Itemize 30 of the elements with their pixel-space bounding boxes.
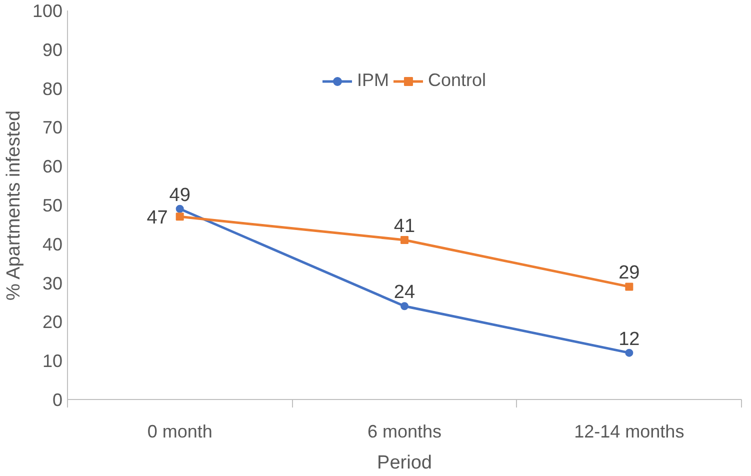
point [176, 212, 184, 221]
data-label: 24 [394, 282, 416, 304]
y-tick-label: 10 [42, 351, 63, 372]
x-tick-label: 0 month [147, 422, 212, 442]
point [176, 204, 184, 213]
y-tick-label: 50 [42, 196, 63, 216]
data-label: 29 [618, 262, 640, 284]
x-tick-label: 12-14 months [574, 422, 684, 442]
y-tick-label: 20 [42, 312, 63, 332]
point [400, 236, 408, 244]
y-tick-label: 100 [32, 1, 63, 21]
y-tick-label: 70 [42, 118, 63, 138]
y-tick-label: 30 [42, 273, 63, 294]
y-axis-title: % Apartments infested [3, 110, 24, 301]
point [625, 282, 634, 291]
data-label: 49 [169, 184, 190, 206]
legend-label: Control [428, 70, 486, 91]
data-label: 47 [146, 208, 168, 229]
point [400, 302, 408, 310]
y-tick-label: 60 [42, 156, 63, 177]
x-axis-title: Period [377, 452, 432, 474]
x-tick-label: 6 months [367, 422, 442, 442]
point [625, 348, 634, 357]
y-tick-label: 40 [42, 234, 63, 254]
legend-label: IPM [356, 70, 389, 91]
y-tick-label: 90 [42, 40, 63, 60]
data-label: 41 [394, 216, 416, 238]
data-label: 12 [618, 328, 640, 350]
y-tick-label: 0 [52, 390, 63, 410]
y-tick-label: 80 [42, 78, 63, 99]
